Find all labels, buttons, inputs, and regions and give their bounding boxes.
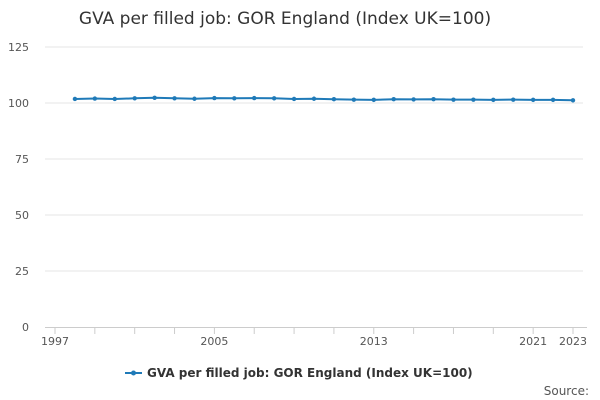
legend[interactable]: GVA per filled job: GOR England (Index U…	[125, 366, 473, 380]
data-point	[511, 97, 516, 102]
data-point	[491, 97, 496, 103]
x-tick-label: 1997	[41, 335, 69, 348]
data-point	[112, 96, 117, 102]
x-tick-label: 2013	[360, 335, 388, 348]
axes: 0 25 50 75 100 125 1997 2005 2013 2021 2023	[8, 41, 587, 348]
data-point	[311, 96, 317, 101]
y-tick-label: 125	[8, 41, 29, 54]
data-point	[431, 96, 436, 102]
data-point	[331, 96, 337, 102]
grid-lines	[45, 46, 583, 272]
chart-title: GVA per filled job: GOR England (Index U…	[79, 9, 491, 29]
y-tick-label: 0	[22, 321, 29, 334]
y-tick-label: 25	[15, 265, 29, 278]
y-tick-label: 100	[8, 97, 29, 110]
source-label: Source:	[544, 384, 589, 398]
data-point	[92, 96, 98, 101]
legend-series-label: GVA per filled job: GOR England (Index U…	[147, 366, 473, 380]
x-tick-label: 2023	[559, 335, 587, 348]
data-point	[271, 96, 277, 101]
data-point	[451, 97, 456, 102]
data-point	[192, 96, 197, 101]
data-point	[252, 95, 257, 101]
data-point	[550, 97, 556, 103]
y-tick-label: 50	[15, 209, 29, 222]
data-point	[212, 95, 217, 101]
data-point	[371, 97, 376, 103]
series-line	[74, 96, 574, 102]
data-point	[471, 97, 476, 102]
data-point	[570, 98, 576, 103]
data-point	[391, 96, 396, 102]
data-point	[232, 96, 237, 101]
y-tick-label: 75	[15, 153, 29, 166]
data-point	[291, 96, 297, 102]
x-tick-label: 2005	[200, 335, 228, 348]
data-point	[351, 97, 357, 102]
series-layer	[72, 95, 576, 103]
data-point	[72, 96, 78, 102]
data-point	[411, 97, 416, 102]
legend-point-marker	[131, 370, 136, 376]
data-point	[530, 97, 536, 103]
x-tick-label: 2021	[519, 335, 547, 348]
data-point	[152, 95, 157, 101]
data-point	[132, 96, 137, 101]
data-point	[172, 96, 177, 101]
